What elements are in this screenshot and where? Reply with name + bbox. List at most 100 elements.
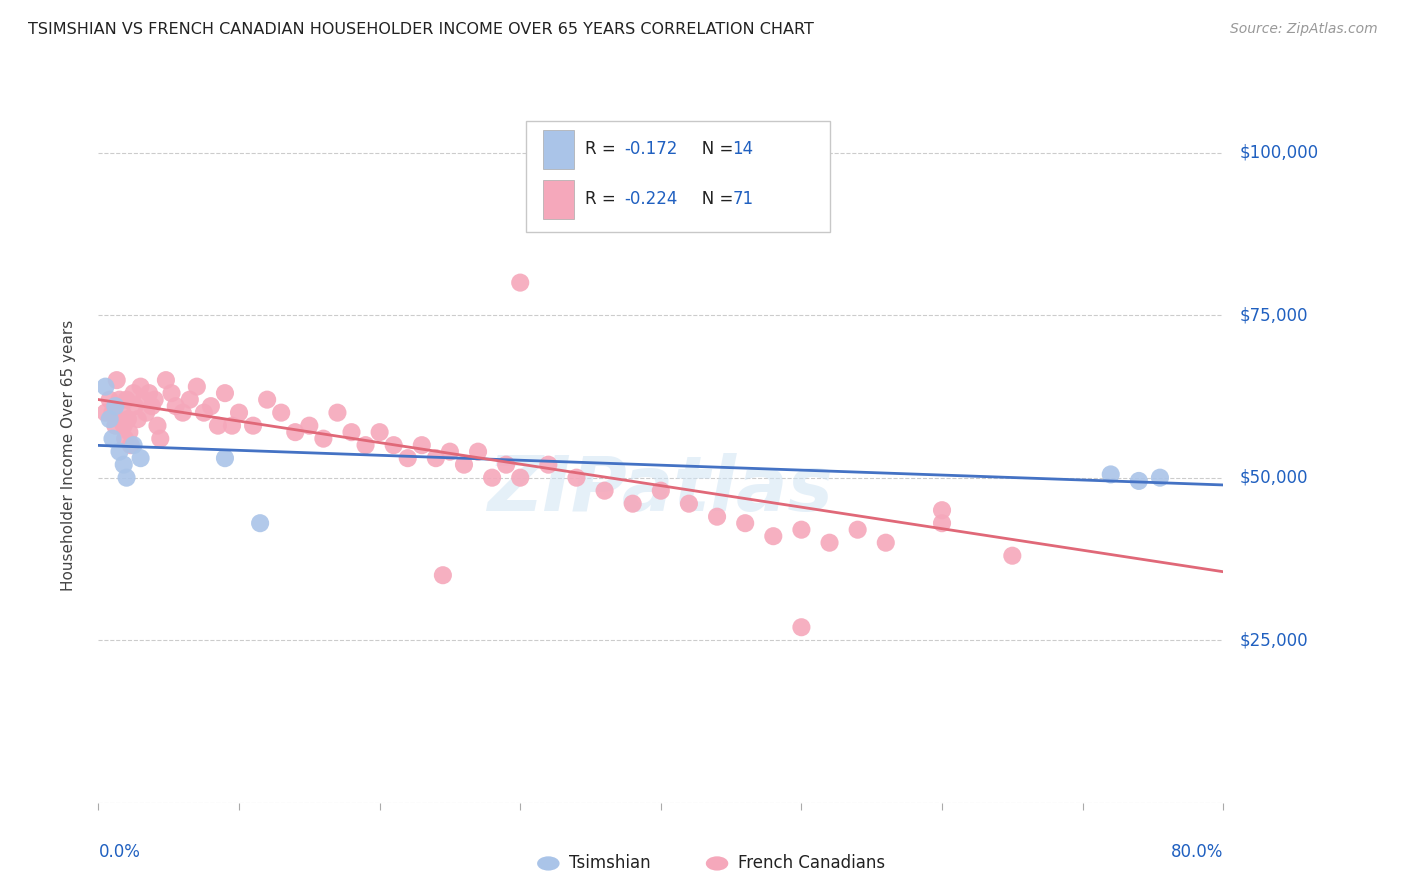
Point <box>172 406 194 420</box>
Point <box>129 379 152 393</box>
Point <box>207 418 229 433</box>
Point <box>439 444 461 458</box>
Point <box>354 438 377 452</box>
Point <box>186 379 208 393</box>
Point <box>678 497 700 511</box>
Text: N =: N = <box>686 140 738 159</box>
Point <box>94 406 117 420</box>
Text: R =: R = <box>585 140 621 159</box>
Point <box>108 392 131 407</box>
Point <box>242 418 264 433</box>
Point <box>124 399 146 413</box>
Text: 71: 71 <box>733 190 754 209</box>
Point <box>790 523 813 537</box>
Point <box>129 451 152 466</box>
Text: -0.224: -0.224 <box>624 190 678 209</box>
Text: -0.172: -0.172 <box>624 140 678 159</box>
Point <box>762 529 785 543</box>
Point <box>115 471 138 485</box>
Point <box>818 535 841 549</box>
Point <box>122 386 145 401</box>
Point <box>214 386 236 401</box>
Point <box>114 432 136 446</box>
Point <box>706 509 728 524</box>
Point <box>432 568 454 582</box>
Text: ZIPatlas: ZIPatlas <box>488 453 834 526</box>
Point <box>138 386 160 401</box>
Point <box>368 425 391 439</box>
Point <box>734 516 756 531</box>
Point <box>1099 467 1122 482</box>
Point <box>108 444 131 458</box>
Point <box>117 412 139 426</box>
Point <box>727 191 749 205</box>
Point <box>312 432 335 446</box>
Point <box>790 620 813 634</box>
Point <box>270 406 292 420</box>
Text: $50,000: $50,000 <box>1240 468 1309 487</box>
Point <box>122 438 145 452</box>
Point <box>160 386 183 401</box>
Point <box>98 392 121 407</box>
Text: Source: ZipAtlas.com: Source: ZipAtlas.com <box>1230 22 1378 37</box>
Point <box>593 483 616 498</box>
Text: $25,000: $25,000 <box>1240 632 1309 649</box>
Point <box>120 438 142 452</box>
Text: R =: R = <box>585 190 621 209</box>
Point <box>284 425 307 439</box>
Point <box>509 471 531 485</box>
Text: 80.0%: 80.0% <box>1171 843 1223 861</box>
Point <box>105 373 128 387</box>
Point <box>141 399 163 413</box>
Point <box>326 406 349 420</box>
Point <box>135 406 157 420</box>
Text: 14: 14 <box>733 140 754 159</box>
Point <box>425 451 447 466</box>
Point <box>1001 549 1024 563</box>
Point <box>298 418 321 433</box>
Text: 0.0%: 0.0% <box>98 843 141 861</box>
Point <box>115 392 138 407</box>
Point <box>200 399 222 413</box>
Point <box>146 418 169 433</box>
Point <box>228 406 250 420</box>
Point <box>495 458 517 472</box>
Point <box>112 418 135 433</box>
Point <box>132 392 155 407</box>
Point <box>112 458 135 472</box>
Point <box>104 418 127 433</box>
Point <box>537 458 560 472</box>
Point <box>98 412 121 426</box>
Text: French Canadians: French Canadians <box>738 855 886 872</box>
Point <box>127 412 149 426</box>
Text: Tsimshian: Tsimshian <box>569 855 651 872</box>
Point <box>249 516 271 531</box>
Point <box>155 373 177 387</box>
Point <box>1149 471 1171 485</box>
Point <box>149 432 172 446</box>
Point <box>650 483 672 498</box>
Point <box>94 379 117 393</box>
Point <box>104 399 127 413</box>
Point <box>214 451 236 466</box>
Point <box>621 497 644 511</box>
Point <box>846 523 869 537</box>
Point <box>143 392 166 407</box>
Point <box>565 471 588 485</box>
Point <box>467 444 489 458</box>
Point <box>101 432 124 446</box>
Point <box>111 406 134 420</box>
Text: N =: N = <box>686 190 738 209</box>
Point <box>179 392 201 407</box>
Text: TSIMSHIAN VS FRENCH CANADIAN HOUSEHOLDER INCOME OVER 65 YEARS CORRELATION CHART: TSIMSHIAN VS FRENCH CANADIAN HOUSEHOLDER… <box>28 22 814 37</box>
Point <box>931 503 953 517</box>
Point <box>221 418 243 433</box>
Point <box>118 425 141 439</box>
Point <box>165 399 187 413</box>
Point <box>411 438 433 452</box>
Point <box>340 425 363 439</box>
Point <box>931 516 953 531</box>
Point <box>396 451 419 466</box>
Point <box>1128 474 1150 488</box>
Text: $100,000: $100,000 <box>1240 144 1319 161</box>
